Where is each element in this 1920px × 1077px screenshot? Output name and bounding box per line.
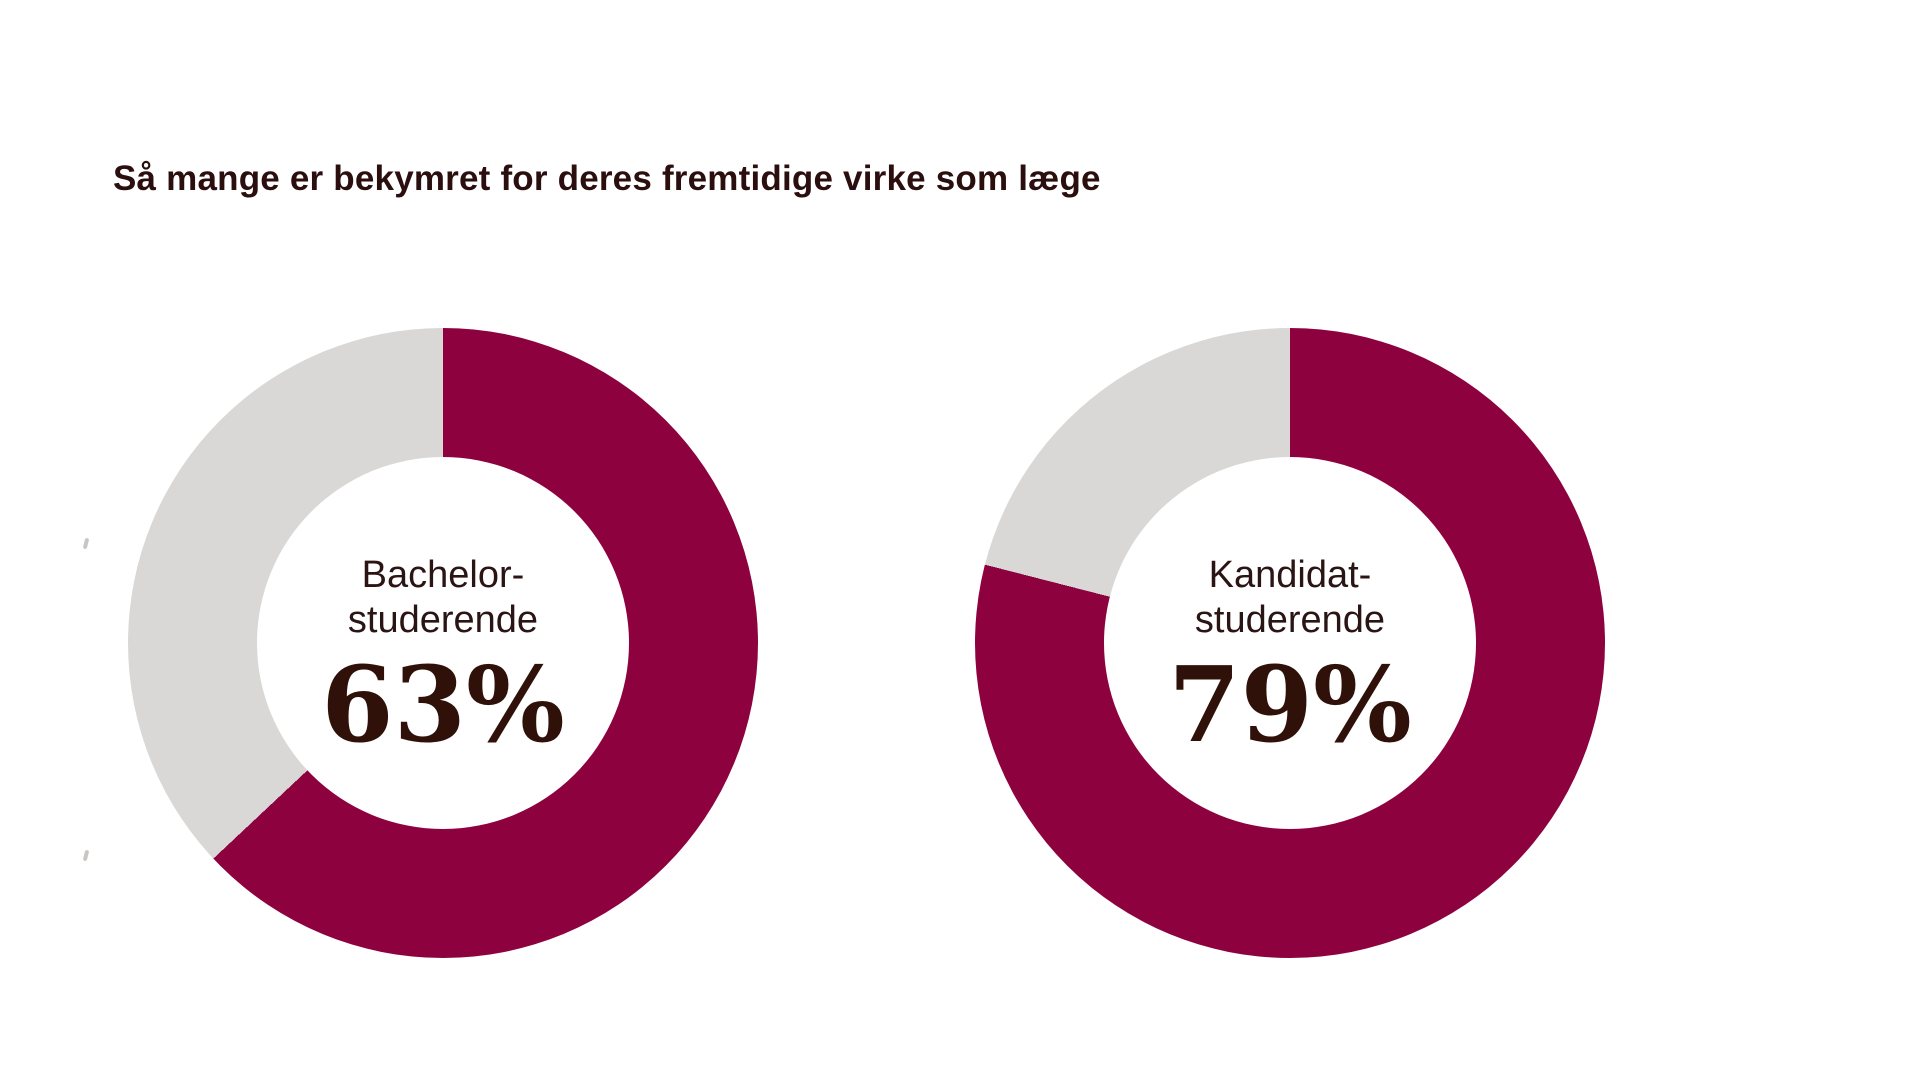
chart-title: Så mange er bekymret for deres fremtidig… <box>113 159 1101 198</box>
donut-value-bachelor: 63% <box>321 643 565 766</box>
donut-chart-bachelor: Bachelor- studerende 63% <box>128 328 758 958</box>
donut-label-line1: Bachelor- <box>361 553 525 596</box>
donut-value-kandidat: 79% <box>1168 643 1412 766</box>
donut-chart-kandidat: Kandidat- studerende 79% <box>975 328 1605 958</box>
donut-label-bachelor: Bachelor- studerende <box>348 553 538 644</box>
donut-hole-kandidat: Kandidat- studerende 79% <box>1104 457 1476 829</box>
donut-label-kandidat: Kandidat- studerende <box>1195 553 1385 644</box>
donut-hole-bachelor: Bachelor- studerende 63% <box>257 457 629 829</box>
donut-label-line2: studerende <box>347 599 539 642</box>
donut-label-line1: Kandidat- <box>1208 553 1372 596</box>
donut-label-line2: studerende <box>1194 599 1386 642</box>
